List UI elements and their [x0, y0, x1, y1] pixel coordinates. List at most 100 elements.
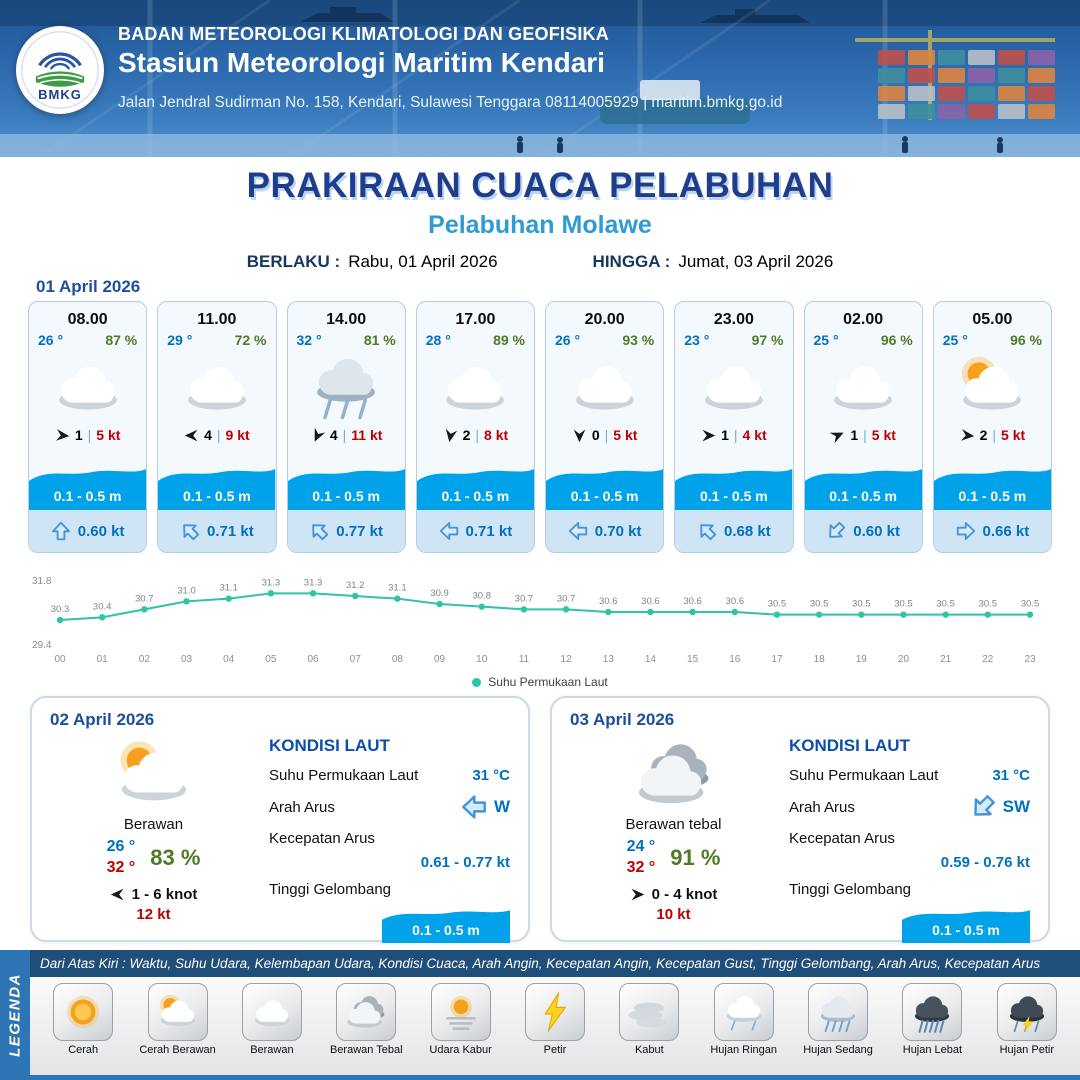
forecast-date: 01 April 2026 [36, 277, 141, 296]
forecast-card: 02.00 25 ° 96 % 1 | 5 kt 0.1 - 0.5 m 0.60 kt [803, 301, 923, 553]
wave-height: 0.1 - 0.5 m [829, 488, 897, 504]
legend-item: Hujan Sedang [791, 983, 885, 1070]
wave-height-band: 0.1 - 0.5 m [287, 460, 405, 510]
wind-speed: 8 kt [484, 427, 509, 443]
sst-value: 31 °C [992, 767, 1030, 784]
weather-icon [158, 348, 275, 424]
current-direction-icon [439, 521, 459, 541]
svg-text:30.7: 30.7 [557, 593, 576, 604]
current-direction-icon [568, 521, 588, 541]
cloud-icon [241, 983, 302, 1041]
wind-value: 4 [204, 427, 212, 443]
sea-conditions-title: KONDISI LAUT [789, 736, 910, 755]
svg-text:30.5: 30.5 [936, 599, 955, 610]
sst-chart: 31.8 29.4 30.3 00 30.4 01 30.7 02 31.0 03 31.1 04 31… [32, 576, 1040, 665]
current-speed: 0.70 kt [594, 522, 642, 540]
svg-text:30.6: 30.6 [683, 596, 702, 607]
air-temp: 28 ° [425, 332, 451, 348]
sst-chart-section: 31.8 29.4 30.3 00 30.4 01 30.7 02 31.0 03 31.1 04 31… [30, 556, 1050, 689]
legend-marker-icon [472, 677, 482, 687]
humidity: 93 % [622, 332, 655, 348]
wave-height-badge: 0.1 - 0.5 m [382, 903, 510, 943]
sun-cloud-icon [147, 983, 208, 1041]
bmkg-logo: BMKG [16, 26, 104, 114]
lightning-icon [524, 983, 585, 1041]
svg-text:14: 14 [645, 654, 657, 665]
svg-text:16: 16 [729, 654, 741, 665]
sst-label: Suhu Permukaan Laut [269, 767, 419, 784]
legend-label: Hujan Lebat [902, 1044, 963, 1056]
humidity: 72 % [234, 332, 267, 348]
wave-height-label: Tinggi Gelombang [789, 881, 912, 898]
wave-height-band: 0.1 - 0.5 m [804, 460, 922, 510]
cloud-thick-icon [336, 983, 397, 1041]
legend-item: Berawan [225, 983, 319, 1070]
svg-text:29.4: 29.4 [32, 640, 52, 651]
haze-icon [430, 983, 491, 1041]
wind-range: 1 - 6 knot [131, 885, 198, 903]
rain-light-icon [713, 983, 774, 1041]
sea-conditions-title: KONDISI LAUT [269, 736, 390, 755]
current-speed-value: 0.59 - 0.76 kt [940, 854, 1030, 871]
legend-label: Berawan [250, 1044, 294, 1056]
wind-direction-icon [630, 887, 645, 902]
forecast-time: 23.00 [713, 311, 754, 328]
legend-label: Udara Kabur [429, 1044, 492, 1056]
day-card: 03 April 2026 Berawan tebal 24 ° 32 ° 91… [550, 696, 1050, 943]
temp-min: 26 ° [106, 838, 136, 855]
current-direction-icon [964, 789, 1001, 826]
sun-icon [53, 983, 114, 1041]
svg-text:30.7: 30.7 [135, 593, 154, 604]
wave-height: 0.1 - 0.5 m [412, 922, 480, 938]
svg-text:31.3: 31.3 [262, 577, 281, 588]
port-illustration [0, 0, 1080, 157]
wind-direction-icon [828, 425, 848, 445]
wave-height-band: 0.1 - 0.5 m [158, 460, 276, 510]
port-name: Pelabuhan Molawe [428, 211, 652, 239]
svg-text:04: 04 [223, 654, 235, 665]
legend-label: Cerah [68, 1044, 99, 1056]
humidity: 87 % [105, 332, 138, 348]
legend-item: Hujan Lebat [885, 983, 979, 1070]
svg-text:00: 00 [54, 654, 66, 665]
hingga-label: HINGGA : [592, 252, 671, 271]
gust-speed: 12 kt [136, 905, 171, 923]
current-speed: 0.68 kt [724, 522, 771, 540]
svg-text:03: 03 [181, 654, 193, 665]
legend-item: Udara Kabur [413, 983, 507, 1070]
svg-text:01: 01 [97, 654, 109, 665]
legend-note: Dari Atas Kiri : Waktu, Suhu Udara, Kele… [30, 950, 1080, 977]
chart-legend: Suhu Permukaan Laut [30, 675, 1050, 689]
validity-row: BERLAKU : Rabu, 01 April 2026 HINGGA : Jum… [0, 252, 1080, 272]
wind-direction-icon [54, 427, 70, 443]
current-speed: 0.60 kt [853, 522, 900, 540]
forecast-time: 08.00 [67, 311, 108, 328]
air-temp: 25 ° [942, 332, 968, 348]
legend-label: Cerah Berawan [139, 1044, 216, 1056]
svg-text:30.6: 30.6 [599, 596, 618, 607]
svg-text:30.5: 30.5 [768, 599, 787, 610]
svg-text:19: 19 [856, 654, 868, 665]
weather-icon [934, 348, 1051, 424]
legend-title-band: LEGENDA [0, 950, 30, 1080]
air-temp: 29 ° [167, 332, 193, 348]
wind-speed: 4 kt [742, 427, 767, 443]
current-direction-icon [461, 794, 487, 820]
wind-value: 2 [979, 427, 988, 443]
chart-legend-label: Suhu Permukaan Laut [488, 675, 608, 689]
humidity: 96 % [880, 332, 913, 348]
svg-text:31.1: 31.1 [219, 583, 238, 594]
current-direction-icon [956, 521, 976, 541]
weather-icon [288, 348, 405, 424]
condition-label: Berawan tebal [625, 816, 722, 833]
wave-height-band: 0.1 - 0.5 m [933, 460, 1051, 510]
svg-text:30.8: 30.8 [472, 591, 491, 602]
svg-text:18: 18 [814, 654, 826, 665]
condition-label: Berawan [123, 816, 184, 833]
day-card-date: 03 April 2026 [570, 710, 675, 729]
wind-range: 0 - 4 knot [651, 885, 718, 903]
wave-height: 0.1 - 0.5 m [932, 922, 1000, 938]
svg-text:30.5: 30.5 [810, 599, 829, 610]
svg-text:30.5: 30.5 [1021, 599, 1040, 610]
wave-height: 0.1 - 0.5 m [441, 488, 510, 504]
